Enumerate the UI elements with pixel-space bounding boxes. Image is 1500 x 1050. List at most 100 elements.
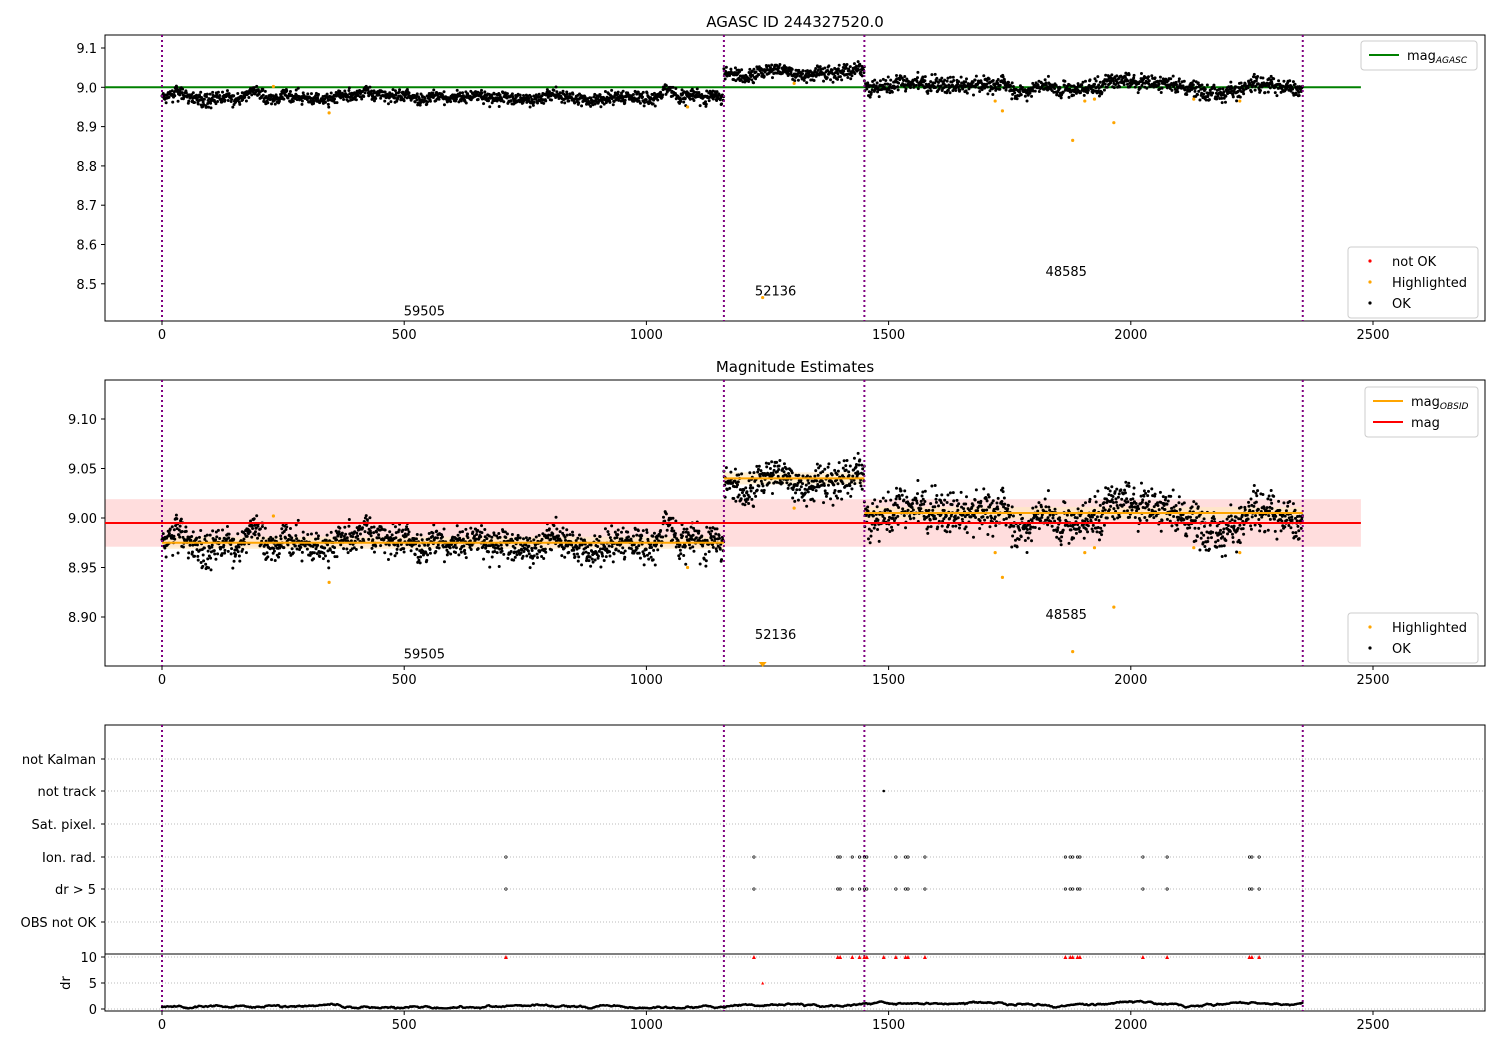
ok-point	[656, 98, 660, 102]
ok-point	[889, 78, 893, 82]
ok-point	[837, 461, 841, 465]
ok-point	[600, 552, 604, 556]
ok-point	[946, 88, 950, 92]
ok-point	[954, 524, 958, 528]
ok-point	[257, 92, 261, 96]
ok-point	[431, 91, 435, 95]
ok-point	[1231, 95, 1235, 99]
ok-point	[225, 89, 229, 93]
ok-point	[1025, 550, 1029, 554]
ok-point	[890, 90, 894, 94]
ok-point	[455, 88, 459, 92]
ok-point	[1251, 75, 1255, 79]
ok-point	[312, 557, 316, 561]
ok-point	[416, 555, 420, 559]
ok-point	[869, 534, 873, 538]
ok-point	[493, 550, 497, 554]
ok-point	[946, 493, 950, 497]
legend-label: Highlighted	[1392, 276, 1467, 291]
ok-point	[932, 514, 936, 518]
ok-point	[1133, 85, 1137, 89]
ok-point	[729, 67, 733, 71]
ok-point	[284, 528, 288, 532]
ok-point	[379, 544, 383, 548]
ok-point	[1072, 93, 1076, 97]
ok-point	[199, 90, 203, 94]
ok-point	[1291, 80, 1295, 84]
ok-point	[591, 560, 595, 564]
ok-point	[740, 491, 744, 495]
ok-point	[911, 502, 915, 506]
ok-point	[698, 562, 702, 566]
ok-point	[742, 494, 746, 498]
ok-point	[211, 529, 215, 533]
ok-point	[506, 556, 510, 560]
ok-point	[648, 551, 652, 555]
ok-point	[415, 98, 419, 102]
ok-point	[803, 491, 807, 495]
ok-point	[644, 98, 648, 102]
ok-point	[181, 545, 185, 549]
ok-point	[1122, 83, 1126, 87]
ok-point	[608, 100, 612, 104]
ok-point	[407, 530, 411, 534]
ok-point	[368, 516, 372, 520]
ok-point	[957, 80, 961, 84]
ok-point	[413, 100, 417, 104]
y-tick-label: 9.10	[68, 413, 97, 428]
ok-point	[745, 490, 749, 494]
ok-point	[386, 102, 390, 106]
ok-point	[705, 525, 709, 529]
ok-point	[1043, 78, 1047, 82]
ok-point	[900, 493, 904, 497]
ok-point	[728, 486, 732, 490]
ok-point	[886, 82, 890, 86]
ok-point	[1279, 90, 1283, 94]
ok-point	[770, 76, 774, 80]
ok-point	[220, 99, 224, 103]
highlighted-point	[1083, 99, 1087, 103]
panel-estimates: 0 500 1000 1500 2000 25008.908.959.009.059.10…	[68, 379, 1486, 688]
ok-point	[876, 518, 880, 522]
ok-point	[836, 496, 840, 500]
ok-point	[337, 530, 341, 534]
ok-point	[844, 66, 848, 70]
ok-point	[250, 535, 254, 539]
ok-point	[773, 464, 777, 468]
ok-point	[1098, 80, 1102, 84]
ok-point	[464, 556, 468, 560]
ok-point	[841, 482, 845, 486]
ok-point	[231, 566, 235, 570]
ok-point	[952, 78, 956, 82]
ok-point	[858, 62, 862, 66]
ok-point	[480, 88, 484, 92]
ok-point	[538, 549, 542, 553]
ok-point	[939, 84, 943, 88]
ok-point	[695, 87, 699, 91]
ok-point	[493, 546, 497, 550]
ok-point	[1025, 528, 1029, 532]
ok-point	[751, 73, 755, 77]
ok-point	[756, 467, 760, 471]
ok-point	[599, 565, 603, 569]
ok-point	[845, 62, 849, 66]
ok-point	[752, 67, 756, 71]
x-tick-label: 1500	[872, 328, 905, 343]
ok-point	[945, 530, 949, 534]
ok-point	[202, 546, 206, 550]
ok-point	[527, 552, 531, 556]
ok-point	[1001, 75, 1005, 79]
highlighted-point	[1238, 99, 1242, 103]
ok-point	[280, 527, 284, 531]
ok-point	[842, 63, 846, 67]
ok-point	[273, 558, 277, 562]
ok-point	[1003, 502, 1007, 506]
ok-point	[1025, 99, 1029, 103]
ok-point	[853, 72, 857, 76]
ok-point	[904, 87, 908, 91]
ok-point	[208, 533, 212, 537]
ok-point	[948, 516, 952, 520]
ok-point	[795, 488, 799, 492]
ok-point	[1164, 77, 1168, 81]
ok-point	[690, 537, 694, 541]
